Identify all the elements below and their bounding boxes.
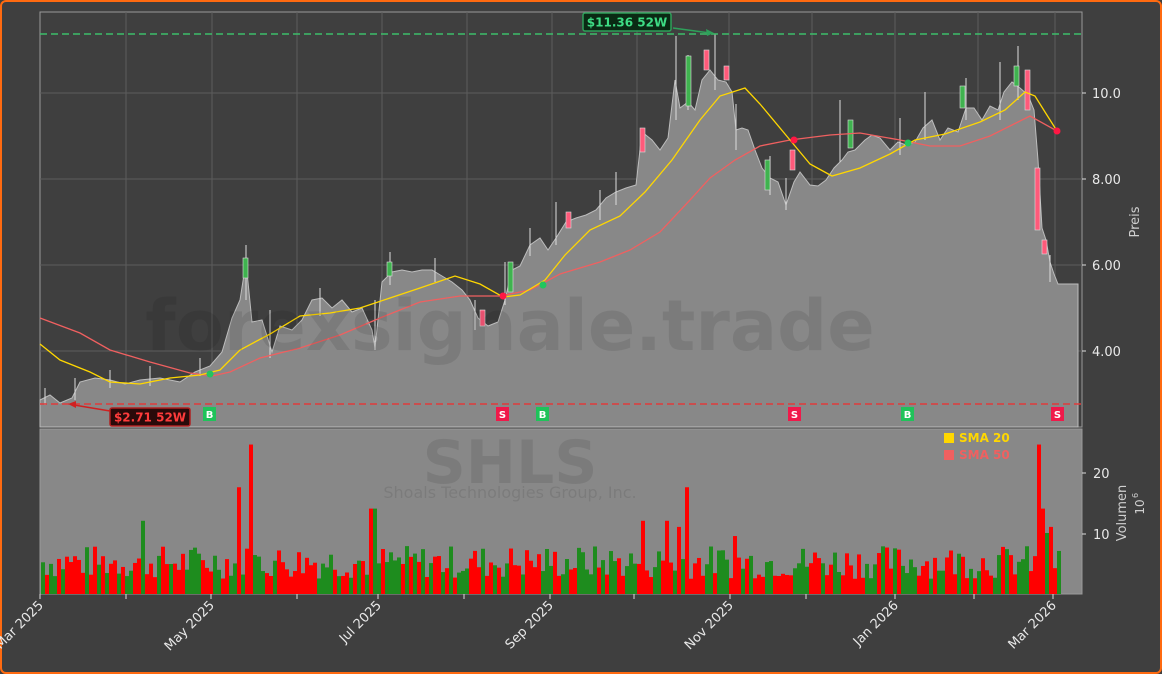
svg-text:4.00: 4.00 xyxy=(1092,345,1121,360)
svg-text:10: 10 xyxy=(1133,499,1147,514)
svg-text:20: 20 xyxy=(1093,467,1110,482)
ticker-watermark: SHLS xyxy=(423,428,598,498)
svg-text:10: 10 xyxy=(1093,528,1110,543)
low-52w-label: $2.71 52W xyxy=(68,401,191,427)
sell-signal-dot xyxy=(790,136,798,144)
buy-badge xyxy=(901,407,914,421)
sell-signal-dot xyxy=(499,292,507,300)
high-52w-label: $11.36 52W xyxy=(582,12,714,36)
sell-badge xyxy=(496,407,509,421)
buy-signal-dot xyxy=(539,281,547,289)
legend-sma50: SMA 50 xyxy=(959,448,1010,462)
sma20-line xyxy=(39,87,1058,385)
svg-text:6: 6 xyxy=(1131,493,1140,498)
price-area xyxy=(39,69,1079,428)
svg-text:S: S xyxy=(1054,410,1061,421)
legend-sma20-swatch xyxy=(944,433,954,443)
buy-badge xyxy=(203,407,216,421)
svg-text:S: S xyxy=(791,410,798,421)
x-label: May 2025 xyxy=(162,598,218,654)
x-label: Mar 2025 xyxy=(0,598,47,652)
volume-y-axis: 20 10 Volumen 10 6 xyxy=(1082,467,1147,543)
svg-text:S: S xyxy=(499,410,506,421)
x-axis-labels: Mar 2025 May 2025 Jul 2025 Sep 2025 Nov … xyxy=(0,598,1060,654)
legend-sma20: SMA 20 xyxy=(959,431,1010,445)
volume-bars xyxy=(41,444,1061,594)
sell-badge xyxy=(1051,407,1064,421)
x-label: Jan 2026 xyxy=(850,598,902,650)
svg-text:10.0: 10.0 xyxy=(1092,87,1121,102)
buy-badge xyxy=(536,407,549,421)
x-label: Mar 2026 xyxy=(1006,598,1060,652)
sell-badge xyxy=(788,407,801,421)
svg-text:B: B xyxy=(206,410,214,421)
buy-signal-dot xyxy=(904,139,912,147)
sma50-line xyxy=(39,115,1058,377)
price-axis-label: Preis xyxy=(1128,206,1143,237)
volume-axis-label: Volumen xyxy=(1115,485,1130,542)
sell-signal-dot xyxy=(1053,127,1061,135)
x-label: Nov 2025 xyxy=(682,598,737,653)
x-label: Sep 2025 xyxy=(503,598,557,652)
svg-text:$2.71 52W: $2.71 52W xyxy=(114,411,186,425)
svg-text:6.00: 6.00 xyxy=(1092,259,1121,274)
svg-text:8.00: 8.00 xyxy=(1092,173,1121,188)
watermark: forexsignale.trade xyxy=(145,285,874,367)
legend-sma50-swatch xyxy=(944,450,954,460)
x-label: Jul 2025 xyxy=(336,598,385,647)
svg-text:$11.36 52W: $11.36 52W xyxy=(587,16,667,30)
volume-unit: 10 6 xyxy=(1131,493,1147,515)
x-axis-ticks xyxy=(39,594,1054,599)
legend: SMA 20 SMA 50 xyxy=(944,431,1010,462)
candle-bodies xyxy=(242,49,1048,327)
buy-signal-dot xyxy=(206,370,214,378)
signal-badges: B S B S B S xyxy=(203,407,1064,421)
price-y-axis: 10.0 8.00 6.00 4.00 Preis xyxy=(1082,87,1143,360)
svg-text:B: B xyxy=(904,410,912,421)
svg-text:B: B xyxy=(539,410,547,421)
company-watermark: Shoals Technologies Group, Inc. xyxy=(383,483,636,502)
